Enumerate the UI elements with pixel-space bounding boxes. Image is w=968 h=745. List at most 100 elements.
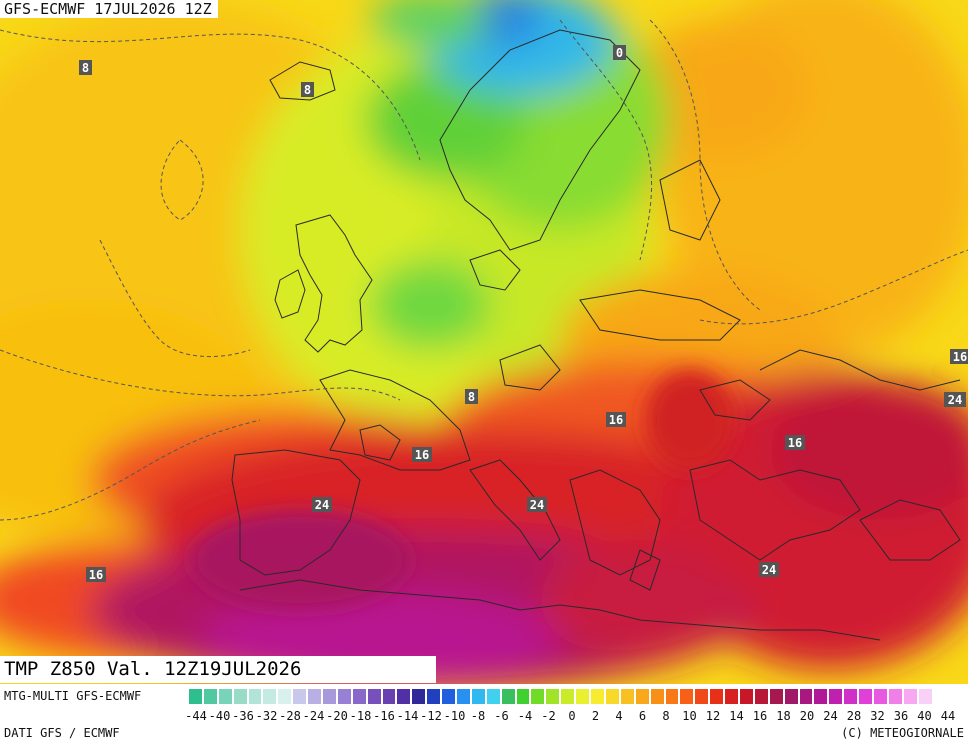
legend-tick-label: -6 (494, 709, 509, 723)
legend-tick-label: 0 (568, 709, 576, 723)
legend-swatch (322, 688, 337, 705)
svg-text:16: 16 (89, 568, 103, 582)
temperature-field (0, 0, 968, 684)
legend-tick-label: 20 (799, 709, 815, 723)
legend-tick-label: 2 (591, 709, 600, 723)
legend-swatch (813, 688, 829, 705)
legend-tick-label: 6 (638, 709, 647, 723)
legend-swatch (917, 688, 933, 705)
legend-tick-label: 18 (776, 709, 791, 723)
legend-swatch (411, 688, 427, 705)
temperature-map: 8 8 0 8 16 16 16 16 24 24 24 16 24 (0, 0, 968, 684)
isotherm-label-12: 16 (86, 567, 106, 582)
isotherm-lines (0, 19, 968, 521)
svg-text:16: 16 (953, 350, 967, 364)
legend-tick-label: 16 (752, 709, 768, 723)
svg-text:24: 24 (948, 393, 962, 407)
legend-tick-labels: -44 -40 -36 -32 -28 -24 -20 -18 -16 -14 -12 -10 -8 -6… (185, 709, 968, 723)
legend-tick-label: -28 (279, 709, 301, 723)
legend-tick-label: 32 (870, 709, 885, 723)
isotherm-label-10: 24 (312, 497, 332, 512)
legend-swatch (694, 688, 710, 705)
isotherm-label-2: 8 (301, 82, 314, 97)
legend-tick-label: -16 (373, 709, 395, 723)
legend-swatch (232, 688, 248, 705)
isotherm-label-7: 16 (785, 435, 805, 450)
legend-tick-label: 4 (615, 709, 623, 723)
legend-swatch (604, 688, 620, 705)
legend-swatch (560, 688, 576, 705)
legend-tick-label: 10 (682, 709, 697, 723)
legend-tick-label: 24 (823, 709, 838, 723)
legend-swatch (843, 688, 859, 705)
legend-swatch (500, 688, 516, 705)
legend-swatch (634, 688, 650, 705)
svg-text:8: 8 (82, 61, 89, 75)
legend-swatch (619, 688, 635, 705)
isotherm-label-5: 16 (606, 412, 626, 427)
legend-swatch (262, 688, 278, 705)
legend-swatch (396, 688, 412, 705)
legend-swatch (664, 688, 680, 705)
copyright: (C) METEOGIORNALE (841, 726, 964, 740)
svg-text:0: 0 (616, 46, 623, 60)
legend-tick-label: -36 (232, 709, 254, 723)
legend-swatch (828, 688, 844, 705)
legend-tick-label: -10 (443, 709, 466, 723)
legend-tick-label: -40 (208, 709, 231, 723)
legend-swatch (768, 688, 784, 705)
legend-tick-label: 44 (940, 709, 956, 723)
legend-swatch (247, 688, 263, 705)
legend-swatch (872, 688, 888, 705)
svg-text:24: 24 (315, 498, 329, 512)
model-label: MTG-MULTI GFS-ECMWF (4, 689, 142, 703)
isotherm-label-13: 24 (759, 562, 779, 577)
legend-tick-label: -24 (302, 709, 325, 723)
legend-swatch (441, 688, 457, 705)
legend-tick-label: 40 (917, 709, 932, 723)
legend-tick-label: 8 (662, 709, 670, 723)
legend-tick-label: -18 (349, 709, 372, 723)
legend-tick-label: -8 (470, 709, 486, 723)
field-valid-time: TMP Z850 Val. 12Z19JUL2026 (0, 656, 436, 683)
legend-swatch (381, 688, 397, 705)
data-source: DATI GFS / ECMWF (4, 726, 120, 740)
legend-tick-label: -12 (420, 709, 442, 723)
legend-swatch (202, 688, 218, 705)
legend-swatch (351, 688, 367, 705)
legend-swatch (902, 688, 918, 705)
legend-swatch (470, 688, 486, 705)
legend-swatch (753, 688, 769, 705)
legend-swatch (292, 688, 308, 705)
legend-swatch (738, 688, 754, 705)
legend-swatch (783, 688, 799, 705)
legend-swatch (709, 688, 725, 705)
color-scale-legend (188, 688, 933, 705)
svg-text:24: 24 (762, 563, 776, 577)
legend-swatch (188, 688, 203, 705)
legend-swatch (887, 688, 903, 705)
isotherm-label-4: 8 (465, 389, 478, 404)
legend-tick-label: -44 (185, 709, 207, 723)
legend-swatch (277, 688, 293, 705)
coastlines (231, 29, 961, 641)
isotherm-label-group: 8 8 0 8 16 16 16 16 24 24 24 16 24 (79, 45, 968, 582)
legend-tick-label: -2 (541, 709, 556, 723)
legend-swatch (545, 688, 561, 705)
legend-swatch (515, 688, 531, 705)
legend-swatch (798, 688, 814, 705)
isotherm-label-3: 0 (613, 45, 626, 60)
svg-text:16: 16 (609, 413, 623, 427)
legend-swatch (530, 688, 546, 705)
isotherm-label-1: 8 (79, 60, 92, 75)
legend-swatch (590, 688, 605, 705)
legend-swatch (307, 688, 323, 705)
legend-swatch (724, 688, 739, 705)
legend-tick-label: -32 (255, 709, 278, 723)
isotherm-label-11: 24 (527, 497, 547, 512)
svg-text:8: 8 (304, 83, 311, 97)
legend-tick-label: 28 (846, 709, 862, 723)
legend-tick-label: 36 (893, 709, 909, 723)
legend-swatch (426, 688, 442, 705)
